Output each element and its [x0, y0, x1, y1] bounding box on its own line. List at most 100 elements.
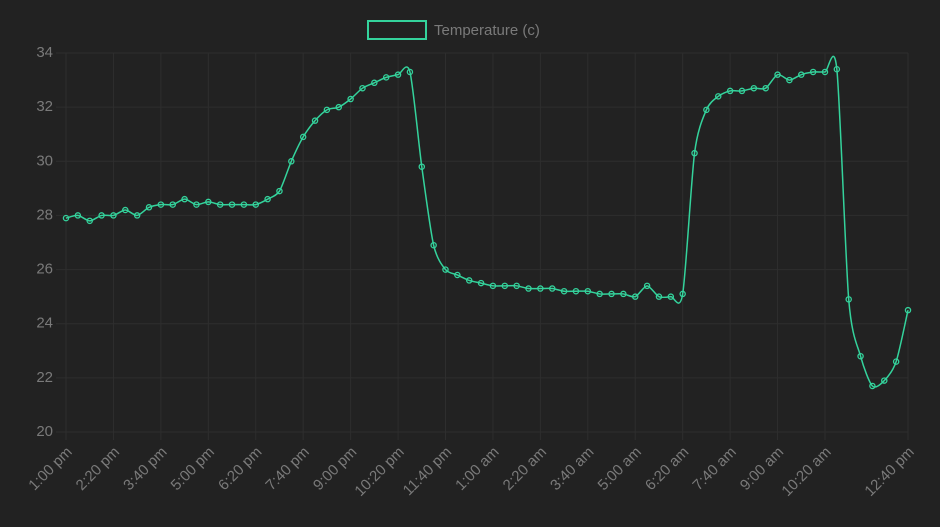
point — [74, 212, 82, 219]
point — [169, 201, 176, 208]
x-tick-label: 5:00 am — [595, 444, 645, 494]
point — [371, 79, 378, 87]
x-tick-label: 7:40 pm — [262, 444, 312, 494]
x-tick-label: 10:20 pm — [351, 444, 407, 500]
point — [596, 290, 603, 298]
point — [288, 158, 295, 165]
point — [726, 87, 734, 95]
x-tick-label: 11:40 pm — [400, 444, 455, 499]
point — [821, 68, 829, 76]
point — [382, 74, 390, 81]
point — [311, 117, 319, 124]
point — [501, 282, 509, 290]
point — [86, 217, 93, 225]
point — [489, 282, 497, 290]
point — [216, 201, 224, 208]
line — [65, 55, 909, 388]
y-tick-label: 28 — [36, 206, 53, 223]
x-tick-label: 2:20 pm — [73, 444, 123, 494]
x-tick-label: 3:40 pm — [120, 444, 170, 494]
point — [620, 290, 627, 298]
point — [584, 287, 592, 295]
point — [157, 201, 165, 208]
point — [750, 84, 758, 92]
y-tick-label: 24 — [36, 315, 53, 332]
point — [631, 293, 639, 300]
point — [359, 84, 366, 92]
point — [608, 290, 615, 298]
point — [228, 201, 236, 208]
point — [513, 282, 520, 290]
point — [560, 287, 568, 295]
point — [904, 306, 912, 314]
x-tick-label: 12:40 pm — [861, 444, 917, 500]
point — [798, 71, 805, 78]
point — [572, 287, 580, 295]
point — [252, 201, 259, 208]
point — [738, 87, 746, 95]
point — [264, 195, 271, 203]
point — [643, 282, 651, 290]
point — [465, 277, 473, 284]
legend-label[interactable]: Temperature (c) — [434, 22, 540, 39]
point — [679, 290, 686, 298]
point — [525, 285, 532, 292]
point — [442, 266, 449, 273]
x-tick-label: 7:40 am — [689, 444, 739, 494]
x-tick-label: 1:00 pm — [25, 444, 75, 494]
point — [430, 241, 437, 249]
x-tick-label: 6:20 pm — [215, 444, 265, 494]
point — [857, 352, 864, 360]
point — [98, 212, 105, 219]
point — [667, 293, 675, 300]
point — [347, 95, 354, 103]
point — [703, 106, 710, 114]
point — [62, 214, 70, 222]
point — [205, 198, 212, 206]
point — [406, 68, 414, 76]
point — [845, 296, 852, 303]
point — [240, 201, 248, 208]
x-tick-label: 1:00 am — [452, 444, 502, 494]
x-tick-label: 3:40 am — [547, 444, 597, 494]
x-tick-label: 6:20 am — [642, 444, 692, 494]
point — [276, 187, 283, 195]
x-tick-label: 2:20 am — [500, 444, 550, 494]
point — [299, 133, 307, 141]
point — [181, 195, 188, 203]
point — [892, 358, 900, 365]
point — [122, 206, 129, 214]
point — [881, 377, 888, 384]
point — [715, 93, 722, 100]
point — [809, 68, 817, 76]
point — [193, 201, 200, 208]
point — [786, 76, 793, 84]
y-tick-label: 34 — [36, 44, 53, 61]
point — [869, 382, 876, 390]
x-tick-label: 5:00 pm — [168, 444, 218, 494]
y-tick-label: 32 — [36, 98, 53, 115]
point — [110, 212, 117, 219]
y-tick-label: 26 — [36, 261, 53, 278]
point — [691, 149, 698, 157]
y-tick-label: 30 — [36, 152, 53, 169]
point — [133, 212, 141, 219]
point — [477, 279, 485, 287]
y-tick-label: 22 — [36, 369, 53, 386]
point — [548, 285, 556, 292]
x-tick-label: 10:20 am — [778, 444, 834, 500]
point — [833, 65, 841, 73]
point — [418, 163, 426, 170]
point — [145, 204, 153, 211]
y-tick-label: 20 — [36, 423, 53, 440]
point — [323, 106, 331, 114]
point — [537, 285, 544, 292]
point — [335, 103, 343, 111]
point — [454, 271, 461, 279]
point — [774, 71, 781, 78]
point — [762, 84, 769, 92]
point — [394, 71, 402, 78]
legend-swatch — [367, 20, 427, 40]
point — [655, 293, 663, 300]
